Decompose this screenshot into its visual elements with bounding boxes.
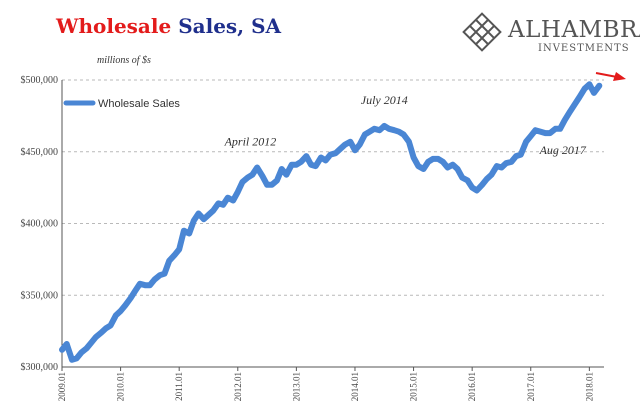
- logo-name: ALHAMBRA: [508, 17, 640, 43]
- x-tick-label: 2012.01: [233, 372, 243, 401]
- x-tick-label: 2011.01: [174, 372, 184, 401]
- x-tick-label: 2009.01: [57, 372, 67, 401]
- series-line: [59, 81, 603, 363]
- series-layer: [59, 81, 603, 363]
- x-tick-label: 2017.01: [526, 372, 536, 401]
- alhambra-logo: ALHAMBRA INVESTMENTS: [458, 8, 640, 58]
- chart-title-part1: Wholesale: [56, 14, 172, 38]
- annotation-label: July 2014: [361, 93, 408, 107]
- y-tick-label: $350,000: [21, 290, 59, 301]
- y-tick-label: $400,000: [21, 219, 59, 230]
- annotation-label: Aug 2017: [539, 143, 587, 157]
- logo-subtitle: INVESTMENTS: [538, 43, 630, 54]
- units-label: millions of $s: [97, 55, 151, 66]
- y-tick-label: $450,000: [21, 147, 59, 158]
- legend-label: Wholesale Sales: [98, 98, 180, 110]
- y-tick-label: $500,000: [21, 75, 59, 86]
- x-tick-label: 2018.01: [584, 372, 594, 401]
- diamond-lattice-icon: [462, 12, 502, 52]
- x-tick-label: 2013.01: [291, 372, 301, 401]
- y-tick-label: $300,000: [21, 362, 59, 373]
- chart-title: Wholesale Sales, SA: [56, 14, 281, 38]
- x-tick-label: 2010.01: [116, 372, 126, 401]
- annotations: April 2012 July 2014 Aug 2017: [224, 93, 587, 157]
- x-tick-label: 2014.01: [350, 372, 360, 401]
- annotation-label: April 2012: [224, 135, 277, 149]
- legend: Wholesale Sales: [63, 98, 180, 110]
- y-axis: $300,000 $350,000 $400,000 $450,000 $500,000: [21, 75, 59, 373]
- x-tick-label: 2015.01: [409, 372, 419, 401]
- red-arrow-icon: [595, 72, 626, 81]
- x-tick-label: 2016.01: [467, 372, 477, 401]
- x-axis: 2009.01 2010.01 2011.01 2012.01 2013.01 2014.…: [57, 367, 594, 401]
- chart-title-part2: Sales, SA: [178, 14, 282, 38]
- grid-layer: [61, 79, 604, 368]
